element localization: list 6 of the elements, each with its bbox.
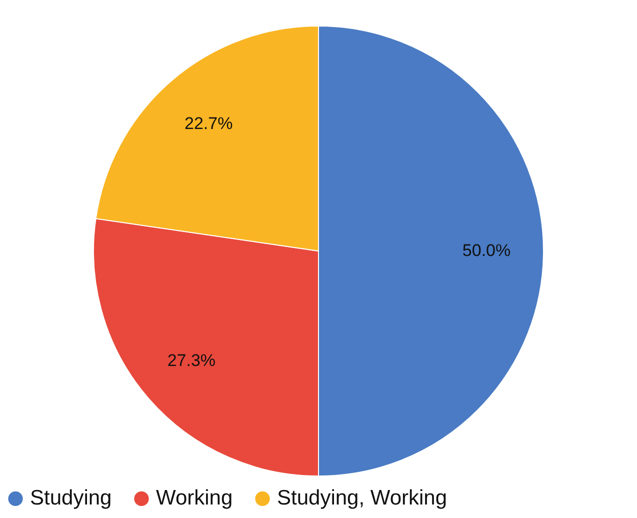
legend-label: Studying, Working <box>277 486 448 510</box>
data-label: 22.7% <box>184 114 233 133</box>
data-label: 27.3% <box>167 350 216 370</box>
legend-label: Working <box>156 486 233 510</box>
data-label: 50.0% <box>462 241 511 260</box>
legend-label: Studying <box>30 486 112 510</box>
